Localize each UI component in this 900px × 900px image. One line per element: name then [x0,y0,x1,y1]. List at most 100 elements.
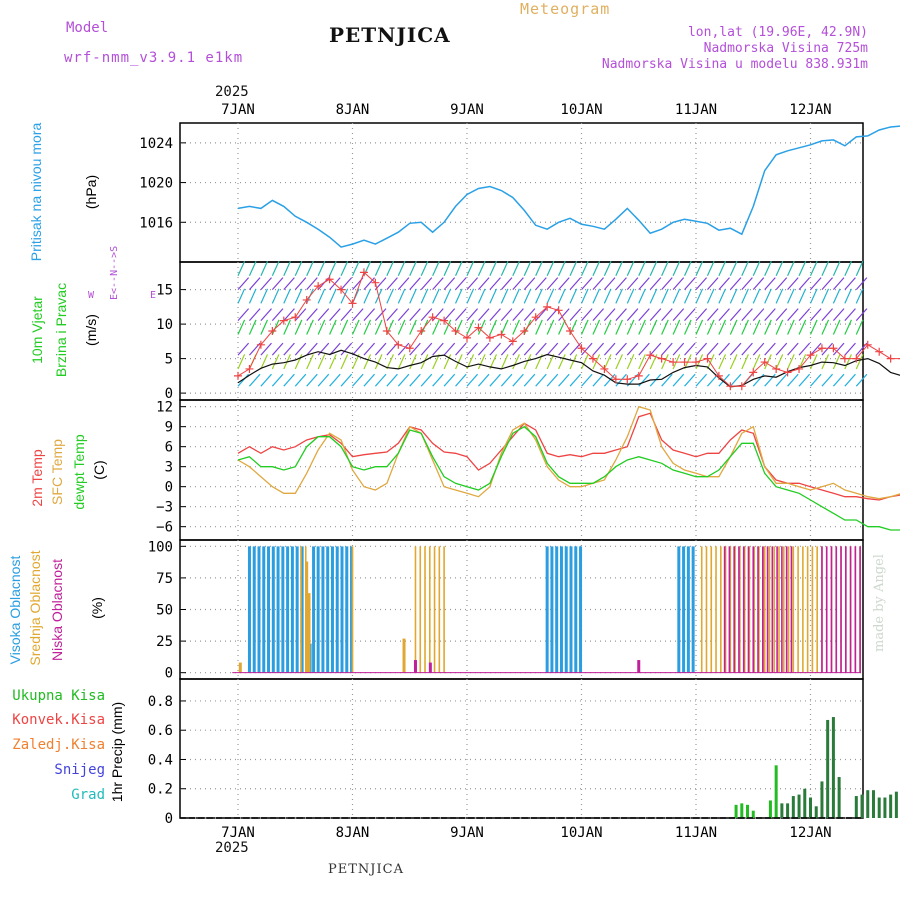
wind-gust-point [508,337,517,346]
wind-barb [661,342,673,356]
wind-barb [443,373,456,387]
wind-barb [249,277,261,290]
wind-barb [260,260,269,277]
compass-e: E [150,290,156,301]
wind-barb [546,354,555,370]
wind-barb [798,342,811,356]
wind-barb [397,277,410,290]
wind-barb [638,373,650,387]
wind-barb [821,373,833,387]
precip-bar [854,796,858,818]
wind-barb [271,373,284,387]
wind-barb [237,354,246,370]
temperature-ytick-label: −3 [156,500,173,516]
wind-barb [592,319,601,335]
wind-barb [684,260,692,277]
lonlat-label: lon,lat (19.96E, 42.9N) [687,25,868,40]
wind-barb [455,308,467,322]
wind-barb [638,260,646,277]
wind-gust-point [703,354,712,363]
temperature-ytick-label: 6 [165,440,173,456]
wind-barb [615,342,627,356]
wind-barb [386,277,398,290]
wind-barb [432,354,440,370]
wind-gust-point [302,295,311,304]
wind-barb [546,288,555,304]
footer-station: PETNJICA [328,862,404,877]
wind-barb [592,308,604,322]
wind-gust-point [840,354,849,363]
wind-barb [466,308,479,322]
wind-barb [329,260,337,277]
precip-bar [791,796,795,818]
wind-barb [752,260,761,277]
wind-barb [340,342,353,356]
wind-barb [477,354,486,370]
wind-barb [466,277,479,290]
wind-barb [535,277,547,290]
wind-barb [707,308,719,322]
wind-barb [512,342,524,356]
wind-barb [752,354,761,370]
precip-bar [883,797,887,818]
wind-barb [317,288,326,304]
wind-barb [821,354,830,370]
wind-barb [340,319,349,335]
wind-barb [363,319,372,335]
wind-gust-point [886,354,895,363]
wind-barb [535,260,543,277]
wind-barb [684,277,696,290]
wind-barb [832,308,845,322]
wind-ylabel-sub: Brzina i Pravac [53,283,69,377]
wind-barb [592,373,604,387]
wind-barb [294,277,307,290]
wind-barb [432,319,440,335]
wind-barb [695,342,708,356]
precip-bar [826,719,830,818]
wind-barb [374,277,387,290]
temperature-ytick-label: 0 [165,480,173,496]
wind-barb [294,354,303,370]
temp-unit: (C) [91,460,107,479]
x-day-label-bottom: 11JAN [675,825,717,841]
precip-bar [734,804,738,818]
wind-barb [581,373,593,387]
wind-barb [420,308,433,322]
wind-barb [615,277,627,290]
precip-bar [866,790,870,818]
wind-barb [489,288,498,304]
wind-barb [729,288,738,304]
pressure-line [237,125,900,248]
wind-barb [832,373,845,387]
wind-barb [775,354,784,370]
wind-barb [432,308,444,322]
wind-gust-point [405,344,414,353]
wind-barb [832,342,845,356]
wind-barb [661,354,669,370]
wind-barb [512,260,520,277]
wind-barb [626,354,635,370]
wind-barb [581,277,593,290]
wind-barb [626,288,635,304]
wind-barb [787,260,795,277]
wind-gust-point [737,382,746,391]
wind-barb [809,288,818,304]
wind-barb [626,277,639,290]
model-altitude-label: Nadmorska Visina u modelu 838.931m [601,57,868,72]
wind-barb [329,288,337,304]
wind-gust-point [760,358,769,367]
wind-barb [340,354,349,370]
wind-barb [603,354,612,370]
wind-barb [432,373,444,387]
wind-barb [855,308,868,322]
wind-barb [695,288,704,304]
model-label: Model [66,20,109,36]
wind-barb [798,354,807,370]
wind-barb [855,319,864,335]
wind-barb [386,354,394,370]
wind-barb [821,260,830,277]
wind-barb [638,319,646,335]
wind-barb [706,319,715,335]
wind-barb [603,373,616,387]
wind-gust-point [566,327,575,335]
